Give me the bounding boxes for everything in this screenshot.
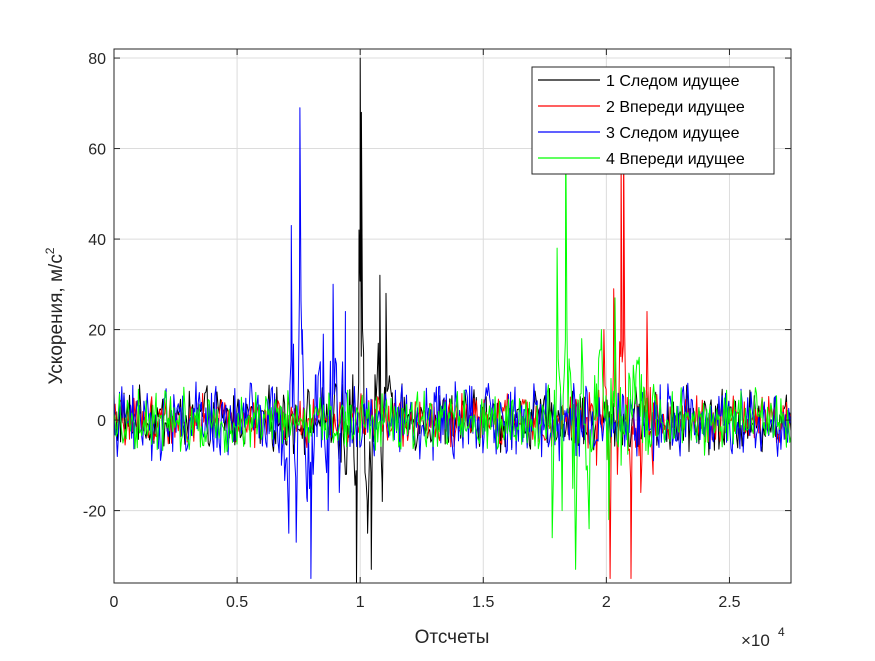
legend-entry-2: 2 Впереди идущее: [606, 99, 745, 116]
y-axis-label-superscript: 2: [43, 247, 57, 254]
x-tick-label: 1.5: [472, 594, 494, 611]
series-lines: [114, 57, 791, 583]
series-line-4: [114, 120, 791, 570]
x-tick-label: 1: [356, 594, 365, 611]
x-exponent-label: ×10: [741, 631, 770, 650]
ticks: 0 0.5 1 1.5 2 2.5 -20 0 20 40 60 80: [83, 49, 791, 611]
series-line-2: [114, 130, 791, 579]
y-tick-label: 60: [88, 142, 106, 159]
legend-entry-3: 3 Следом идущее: [606, 125, 740, 142]
axes-frame: [113, 48, 792, 584]
x-exponent-power: 4: [778, 625, 785, 639]
y-tick-label: 80: [88, 51, 106, 68]
y-axis-label: Ускорения, м/с2: [43, 247, 67, 384]
y-axis-label-text: Ускорения, м/с: [46, 254, 67, 384]
legend-entry-1: 1 Следом идущее: [606, 73, 740, 90]
y-tick-label: 20: [88, 323, 106, 340]
y-axis-label-group: Ускорения, м/с2: [43, 247, 67, 384]
x-tick-label: 0.5: [226, 594, 248, 611]
y-tick-label: -20: [83, 504, 106, 521]
x-tick-label: 2.5: [718, 594, 740, 611]
legend-box: [531, 66, 775, 175]
x-tick-label: 2: [602, 594, 611, 611]
legend: 1 Следом идущее 2 Впереди идущее 3 Следо…: [531, 66, 775, 175]
x-tick-label: 0: [110, 594, 119, 611]
x-axis-label: Отсчеты: [415, 627, 490, 648]
y-tick-label: 0: [97, 413, 106, 430]
y-tick-label: 40: [88, 232, 106, 249]
legend-entry-4: 4 Впереди идущее: [606, 151, 745, 168]
